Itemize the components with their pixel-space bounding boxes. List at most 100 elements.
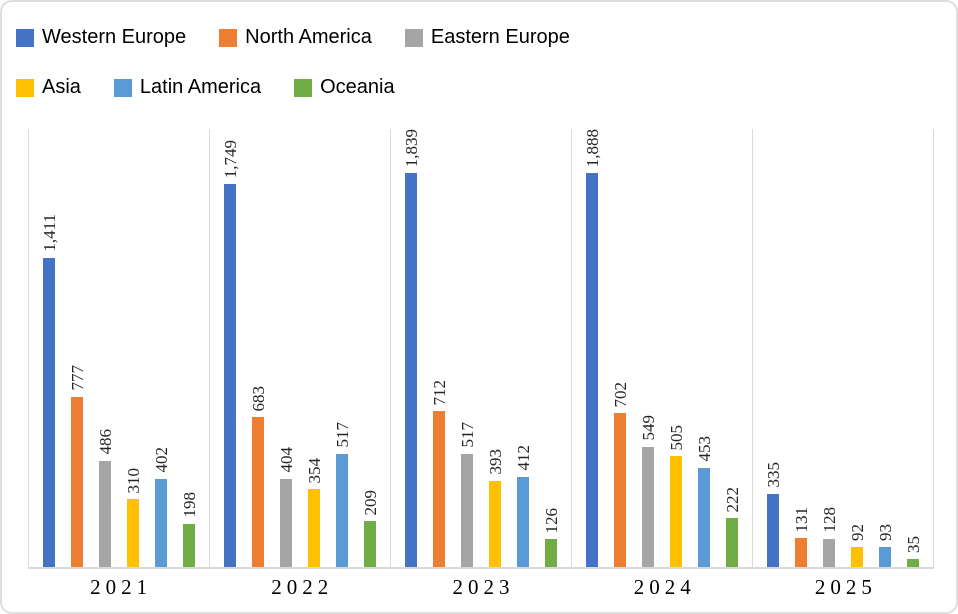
bar-eastern-europe-2022: [280, 478, 292, 567]
bar-asia-2024: [670, 456, 682, 567]
legend-label: North America: [245, 26, 372, 48]
bar-cell-eastern-europe-2025: 128: [819, 129, 839, 567]
bar-oceania-2023: [545, 539, 557, 567]
legend-item-eastern-europe: Eastern Europe: [404, 26, 570, 49]
bar-cell-oceania-2021: 198: [180, 129, 199, 567]
legend-swatch-asia: [16, 78, 34, 97]
bar-value-label: 310: [123, 467, 143, 494]
chart-legend: Western Europe North America Eastern Europ…: [16, 26, 570, 126]
bar-eastern-europe-2023: [461, 453, 473, 567]
bar-western-europe-2025: [767, 493, 779, 567]
legend-swatch-north-america: [219, 28, 238, 47]
bar-cell-oceania-2024: 222: [723, 129, 742, 567]
legend-row: Asia Latin America Oceania: [16, 76, 570, 99]
bar-north-america-2024: [614, 413, 626, 567]
legend-swatch-latin-america: [113, 78, 132, 97]
legend-label: Eastern Europe: [430, 26, 570, 48]
bar-cell-oceania-2023: 126: [541, 129, 561, 567]
bar-latin-america-2022: [336, 453, 348, 567]
bar-eastern-europe-2024: [642, 446, 654, 567]
bar-value-label: 335: [763, 462, 783, 488]
bar-cell-north-america-2023: 712: [430, 129, 449, 567]
bar-cell-asia-2024: 505: [666, 129, 686, 567]
bar-cell-asia-2025: 92: [847, 129, 867, 567]
bar-latin-america-2023: [517, 476, 529, 567]
bar-value-label: 35: [903, 536, 923, 554]
bar-north-america-2023: [433, 411, 445, 567]
bar-value-label: 93: [875, 523, 895, 541]
legend-label: Asia: [42, 76, 81, 98]
bar-cell-western-europe-2022: 1,749: [220, 129, 240, 567]
bar-eastern-europe-2021: [99, 460, 111, 567]
bar-oceania-2021: [183, 523, 195, 567]
bar-north-america-2021: [71, 396, 83, 567]
bar-latin-america-2024: [698, 467, 710, 567]
bar-cell-latin-america-2022: 517: [332, 129, 352, 567]
bar-oceania-2025: [907, 559, 919, 567]
bar-value-label: 486: [95, 429, 115, 455]
x-axis-label-2021: 2021: [90, 575, 153, 599]
bar-value-label: 126: [541, 507, 561, 534]
bar-value-label: 702: [610, 381, 630, 408]
bar-value-label: 517: [457, 422, 477, 448]
bar-cell-north-america-2022: 683: [248, 129, 268, 567]
bar-value-label: 1,411: [39, 214, 59, 252]
bar-cell-western-europe-2023: 1,839: [402, 129, 421, 567]
bar-asia-2025: [851, 546, 863, 567]
bar-eastern-europe-2025: [823, 538, 835, 567]
bar-value-label: 777: [67, 365, 87, 391]
bar-western-europe-2024: [586, 173, 598, 567]
year-group-2021: 1,411 777 486 310 402 198: [28, 129, 209, 567]
legend-item-asia: Asia: [16, 76, 81, 99]
bar-value-label: 505: [666, 424, 686, 451]
bar-value-label: 92: [847, 523, 867, 541]
plot-area: 1,411 777 486 310 402 198 1,749 683 404 354 517 209…: [28, 129, 934, 569]
bar-cell-asia-2021: 310: [123, 129, 143, 567]
bar-north-america-2022: [252, 417, 264, 567]
legend-row: Western Europe North America Eastern Europ…: [16, 26, 570, 49]
bar-latin-america-2021: [155, 478, 167, 567]
x-axis-label-2025: 2025: [814, 575, 877, 599]
bar-cell-latin-america-2021: 402: [151, 129, 171, 567]
bar-cell-latin-america-2025: 93: [875, 129, 895, 567]
bar-oceania-2022: [364, 521, 376, 567]
bar-asia-2021: [127, 499, 139, 567]
bar-cell-eastern-europe-2024: 549: [638, 129, 658, 567]
x-axis-label-2024: 2024: [633, 575, 696, 599]
bar-value-label: 683: [248, 385, 268, 412]
bar-cell-latin-america-2023: 412: [513, 129, 533, 567]
bar-value-label: 402: [151, 447, 171, 473]
legend-item-latin-america: Latin America: [113, 76, 262, 99]
bar-value-label: 412: [513, 445, 533, 471]
bar-cell-north-america-2025: 131: [791, 129, 811, 567]
year-group-2022: 1,749 683 404 354 517 209: [209, 129, 390, 567]
bar-value-label: 131: [791, 506, 811, 533]
year-group-2025: 335 131 128 92 93 35: [752, 129, 934, 567]
bar-cell-north-america-2021: 777: [67, 129, 87, 567]
legend-item-north-america: North America: [219, 26, 372, 49]
bar-western-europe-2021: [43, 258, 55, 567]
bar-value-label: 517: [332, 422, 352, 448]
bar-value-label: 1,888: [582, 129, 602, 168]
bar-cell-western-europe-2025: 335: [763, 129, 783, 567]
bar-cell-eastern-europe-2023: 517: [457, 129, 477, 567]
year-group-2024: 1,888 702 549 505 453 222: [571, 129, 752, 567]
bar-western-europe-2022: [224, 183, 236, 567]
bar-value-label: 453: [694, 436, 714, 462]
bar-cell-north-america-2024: 702: [610, 129, 630, 567]
legend-label: Latin America: [139, 76, 262, 98]
bar-latin-america-2025: [879, 546, 891, 567]
bar-oceania-2024: [726, 518, 738, 567]
bar-value-label: 209: [360, 489, 380, 516]
bar-value-label: 1,749: [220, 139, 240, 178]
legend-swatch-western-europe: [16, 28, 34, 47]
legend-item-oceania: Oceania: [294, 76, 395, 99]
legend-label: Western Europe: [42, 26, 187, 48]
bar-value-label: 128: [819, 507, 839, 533]
bar-cell-eastern-europe-2022: 404: [277, 129, 296, 567]
legend-label: Oceania: [320, 76, 395, 98]
bar-cell-eastern-europe-2021: 486: [95, 129, 115, 567]
bar-cell-asia-2023: 393: [486, 129, 505, 567]
bar-value-label: 549: [638, 415, 658, 441]
